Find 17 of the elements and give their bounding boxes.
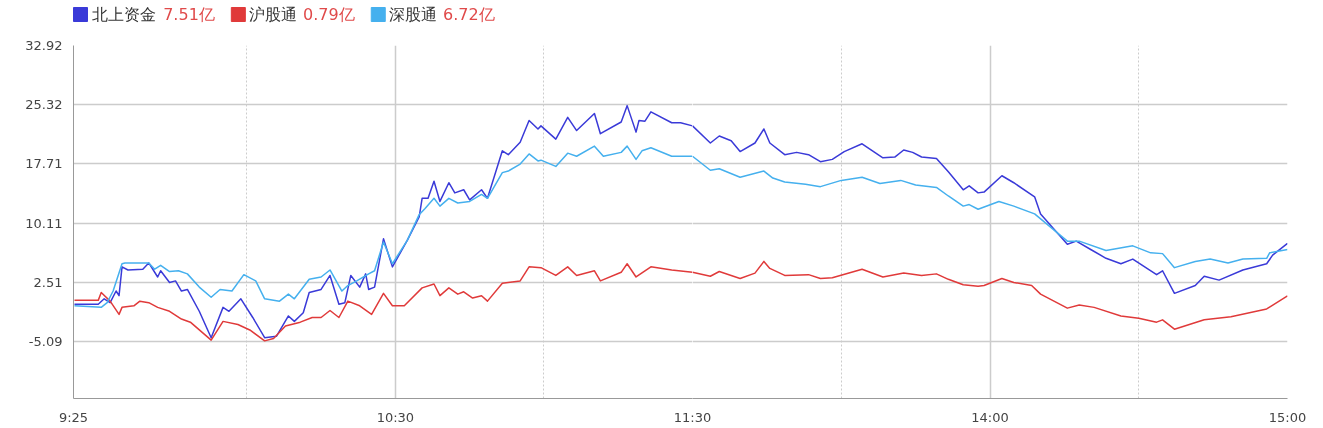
legend-label: 沪股通 bbox=[249, 5, 298, 24]
y-tick-label: 17.71 bbox=[25, 156, 63, 172]
x-tick-label: 10:30 bbox=[376, 409, 415, 425]
text: 7.51亿 bbox=[163, 5, 215, 24]
x-tick-label: 11:30 bbox=[673, 409, 712, 425]
y-tick-label: 25.32 bbox=[25, 97, 63, 113]
x-tick-label: 9:25 bbox=[58, 409, 89, 425]
legend-label: 北上资金 bbox=[91, 5, 156, 24]
y-tick-label: -5.09 bbox=[28, 334, 63, 350]
text: 6.72亿 bbox=[443, 5, 495, 24]
text: 0.79亿 bbox=[303, 5, 355, 24]
y-tick-label: 32.92 bbox=[25, 38, 63, 53]
x-tick-label: 15:00 bbox=[1268, 409, 1307, 425]
x-tick-label: 14:00 bbox=[971, 409, 1009, 425]
y-tick-label: 10.11 bbox=[25, 215, 63, 231]
y-tick-label: 2.51 bbox=[33, 274, 63, 290]
legend-label: 深股通 bbox=[389, 5, 438, 24]
